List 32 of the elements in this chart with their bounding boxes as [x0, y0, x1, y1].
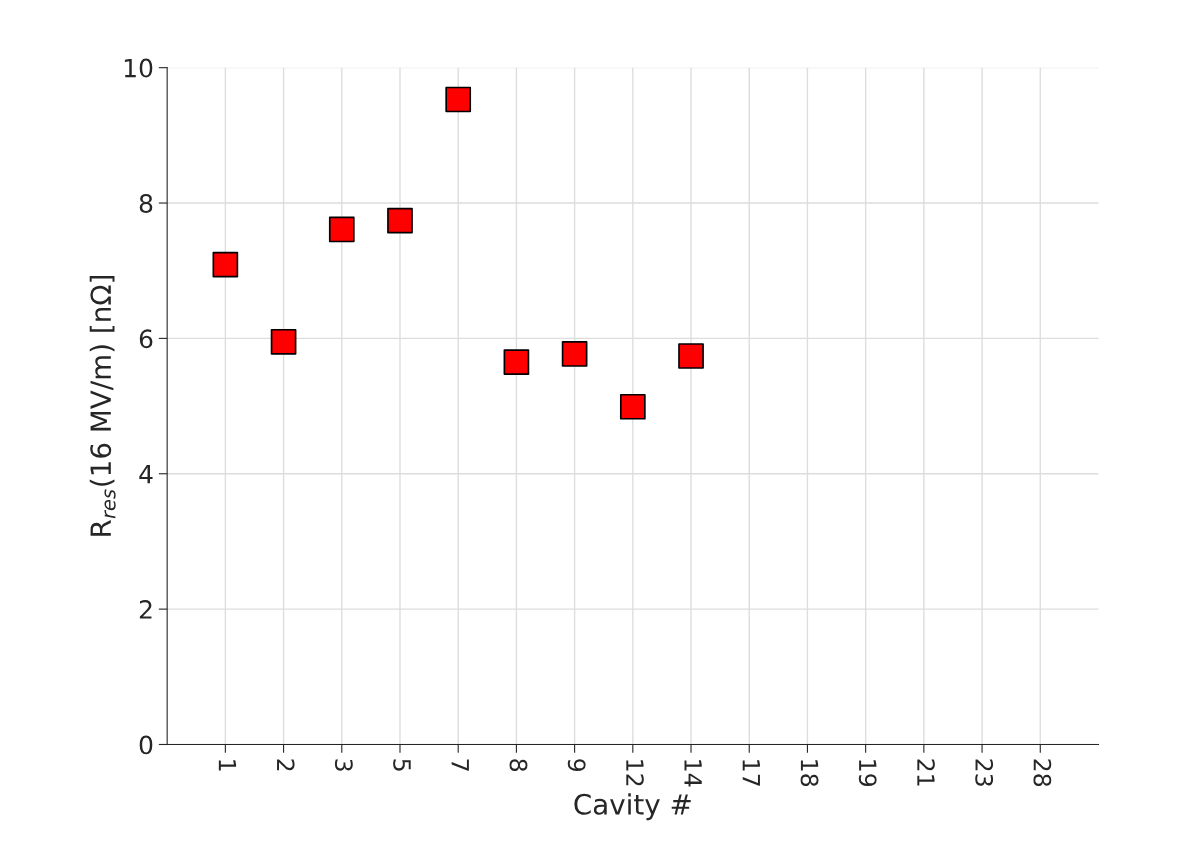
- x-tick-label: 7: [451, 759, 469, 771]
- point: [387, 207, 413, 234]
- y-tick-label: 2: [139, 600, 152, 619]
- point: [212, 251, 239, 278]
- y-tick-label: 4: [139, 465, 153, 484]
- x-tick-label: 23: [975, 759, 994, 786]
- x-tick-label: 12: [626, 760, 644, 786]
- y-tick-label: 0: [139, 735, 153, 755]
- x-tick-label: 3: [334, 759, 353, 771]
- point: [328, 216, 355, 243]
- point: [503, 349, 530, 375]
- x-tick-label: 18: [800, 760, 819, 787]
- point: [445, 86, 472, 113]
- point: [619, 393, 646, 420]
- x-tick-label: 28: [1033, 759, 1052, 787]
- y-tick-label: 6: [139, 329, 153, 349]
- x-tick-label: 2: [277, 759, 295, 771]
- point: [678, 343, 704, 369]
- y-tick-label: 10: [124, 58, 153, 78]
- point: [270, 328, 297, 355]
- x-tick-label: 17: [742, 760, 760, 786]
- x-tick-label: 21: [917, 759, 935, 786]
- x-tick-label: 8: [509, 759, 528, 772]
- x-tick-label: 19: [858, 760, 877, 787]
- y-tick-label: 8: [139, 193, 153, 213]
- x-axis-title: Cavity #: [574, 793, 691, 821]
- x-tick-label: 5: [393, 759, 411, 771]
- x-tick-label: 1: [218, 760, 237, 771]
- x-tick-label: 14: [684, 760, 702, 787]
- point: [561, 341, 588, 367]
- x-tick-label: 9: [567, 759, 586, 772]
- y-axis-title: R$_{res}$(16 MV/m) [nΩ]: [89, 275, 116, 536]
